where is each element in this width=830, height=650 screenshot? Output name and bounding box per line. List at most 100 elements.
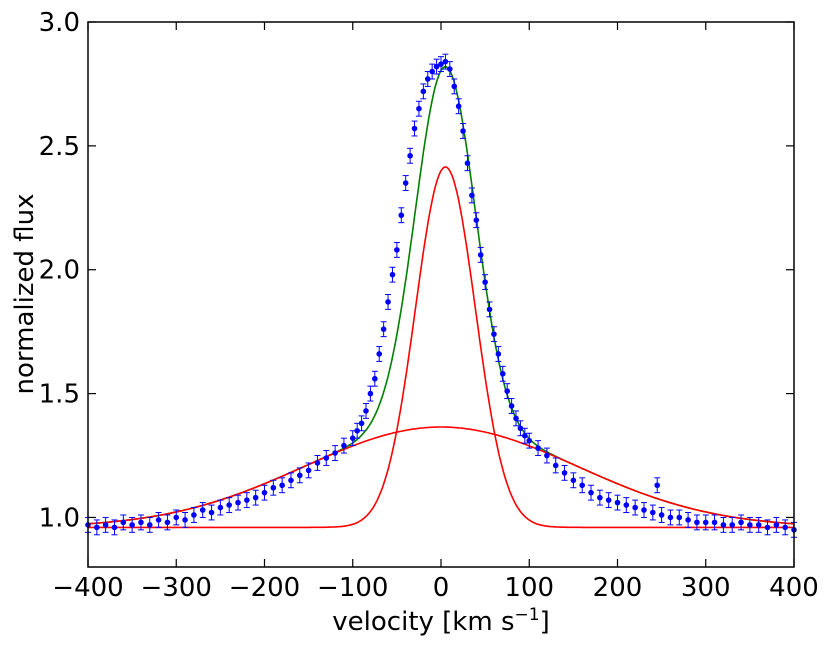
data-point: [473, 212, 480, 229]
data-point: [393, 241, 400, 258]
data-point: [640, 502, 647, 518]
x-tick-label: −200: [229, 573, 300, 603]
ticks: −400 −300 −200 −100 0 100 200 300 400 1.0 1.5 2.0 2.…: [39, 8, 819, 603]
x-tick-label: 400: [769, 573, 819, 603]
data-point: [693, 514, 700, 531]
data-point: [543, 447, 550, 464]
y-tick-label: 1.5: [39, 380, 80, 410]
data-point: [460, 123, 467, 139]
data-point: [711, 514, 718, 531]
data-point: [173, 509, 180, 526]
data-point: [482, 274, 489, 291]
data-point: [764, 519, 771, 536]
data-point: [570, 472, 577, 489]
y-axis-label: normalized flux: [10, 194, 40, 395]
data-point: [623, 497, 630, 513]
data-point: [371, 370, 378, 387]
data-point: [407, 147, 414, 164]
data-point: [526, 432, 533, 449]
y-tick-label: 2.0: [39, 256, 80, 286]
data-point: [217, 499, 224, 516]
data-point: [667, 509, 674, 526]
data-point: [588, 484, 595, 501]
x-axis-label: velocity [km s−1]: [332, 605, 549, 637]
data-point: [411, 120, 418, 137]
data-point: [137, 514, 144, 531]
data-point: [415, 100, 422, 117]
data-point: [380, 321, 387, 338]
data-point: [632, 499, 639, 516]
data-point: [208, 504, 215, 521]
x-tick-label: −100: [317, 573, 388, 603]
curves: [87, 66, 795, 529]
data-point: [495, 346, 502, 362]
x-tick-label: −400: [52, 573, 123, 603]
data-point: [561, 464, 568, 481]
y-tick-label: 1.0: [39, 503, 80, 533]
data-point: [464, 155, 471, 172]
data-point: [451, 78, 458, 95]
data-point: [402, 175, 409, 191]
data-point: [226, 497, 233, 513]
data-point: [499, 365, 506, 382]
data-point: [438, 56, 444, 73]
data-point: [252, 489, 259, 506]
total-fit-line: [87, 66, 795, 525]
axes-frame: [87, 21, 795, 568]
data-point: [596, 489, 603, 506]
data-point: [746, 516, 753, 533]
data-point: [120, 514, 127, 531]
data-point: [340, 437, 347, 454]
data-point: [199, 502, 206, 518]
data-point: [182, 512, 189, 528]
data-point: [433, 58, 440, 75]
data-point: [442, 53, 449, 70]
data-point: [358, 415, 365, 432]
data-point: [362, 403, 369, 419]
data-point: [305, 462, 312, 479]
data-point: [376, 346, 383, 362]
data-point: [314, 455, 321, 471]
data-point: [676, 509, 683, 526]
data-point: [146, 516, 153, 533]
data-point: [702, 514, 709, 531]
y-tick-label: 2.5: [39, 132, 80, 162]
narrow-component-line: [88, 166, 794, 529]
data-point: [385, 294, 392, 310]
data-point: [93, 519, 100, 536]
data-point: [243, 492, 250, 509]
data-point: [654, 477, 661, 494]
data-point: [129, 516, 136, 533]
data-point: [720, 516, 727, 533]
data-point: [446, 61, 453, 77]
data-point: [332, 445, 339, 461]
data-point: [367, 385, 374, 402]
data-point: [685, 512, 692, 528]
x-tick-label: 100: [504, 573, 554, 603]
data-points: [85, 53, 797, 538]
x-axis-label-superscript: −1: [515, 605, 540, 625]
x-tick-label: 0: [433, 573, 450, 603]
x-axis-label-close: ]: [540, 607, 550, 637]
data-point: [649, 504, 656, 521]
data-point: [614, 494, 621, 511]
data-point: [579, 477, 586, 494]
data-point: [468, 187, 475, 204]
data-point: [755, 516, 762, 533]
data-point: [261, 484, 268, 501]
x-tick-label: 200: [593, 573, 643, 603]
data-point: [429, 63, 436, 80]
data-point: [164, 514, 171, 531]
data-point: [190, 507, 197, 523]
data-point: [455, 98, 462, 115]
data-point: [521, 427, 528, 444]
x-axis-label-main: velocity [km s: [332, 607, 514, 637]
data-point: [535, 440, 542, 457]
data-point: [155, 512, 162, 528]
data-point: [658, 507, 665, 523]
y-tick-label: 3.0: [39, 8, 80, 38]
data-point: [729, 516, 736, 533]
data-point: [235, 494, 242, 511]
data-point: [287, 472, 294, 489]
